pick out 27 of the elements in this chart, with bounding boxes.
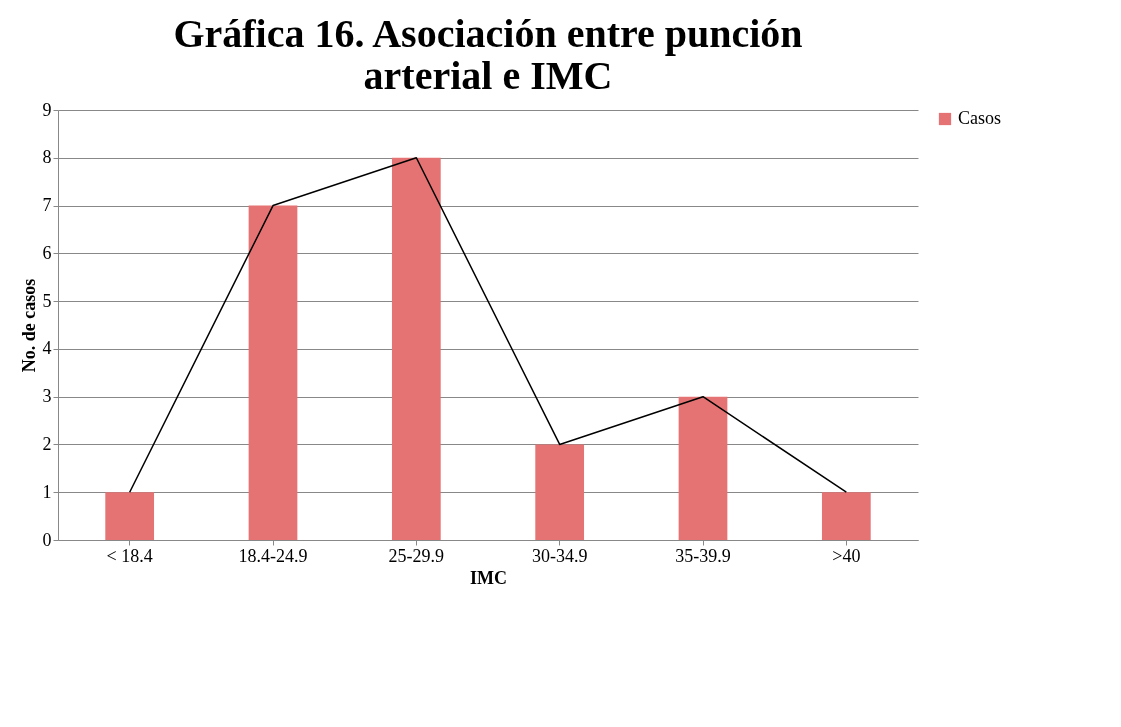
y-tick-label: 4 bbox=[42, 338, 52, 359]
y-tick-label: 7 bbox=[42, 195, 52, 216]
y-tick-label: 1 bbox=[42, 481, 52, 502]
x-tick-label: 18.4-24.9 bbox=[238, 545, 308, 566]
y-tick-label: 5 bbox=[42, 290, 52, 311]
bar bbox=[391, 157, 441, 540]
bar bbox=[535, 444, 585, 540]
x-tick-label: >40 bbox=[832, 545, 861, 566]
bar bbox=[678, 396, 728, 540]
bar bbox=[105, 492, 155, 540]
legend-label: Casos bbox=[958, 108, 1002, 128]
y-tick-label: 0 bbox=[42, 529, 52, 550]
y-tick-label: 3 bbox=[42, 386, 52, 407]
x-tick-label: 25-29.9 bbox=[388, 545, 445, 566]
x-tick-label: 30-34.9 bbox=[531, 545, 588, 566]
y-tick-label: 8 bbox=[42, 147, 52, 168]
line-series bbox=[128, 157, 848, 493]
chart-title: Gráfica 16. Asociación entre punción arterial e IMC bbox=[173, 11, 803, 98]
x-axis-title: IMC bbox=[470, 567, 507, 588]
bar bbox=[248, 205, 298, 540]
y-tick-label: 9 bbox=[42, 99, 52, 120]
x-tick-label: < 18.4 bbox=[106, 545, 153, 566]
y-tick-label: 6 bbox=[42, 242, 52, 263]
y-axis-title: No. de casos bbox=[18, 278, 39, 373]
x-tick-label: 35-39.9 bbox=[675, 545, 731, 566]
y-tick-label: 2 bbox=[42, 433, 52, 454]
bar bbox=[821, 492, 871, 540]
